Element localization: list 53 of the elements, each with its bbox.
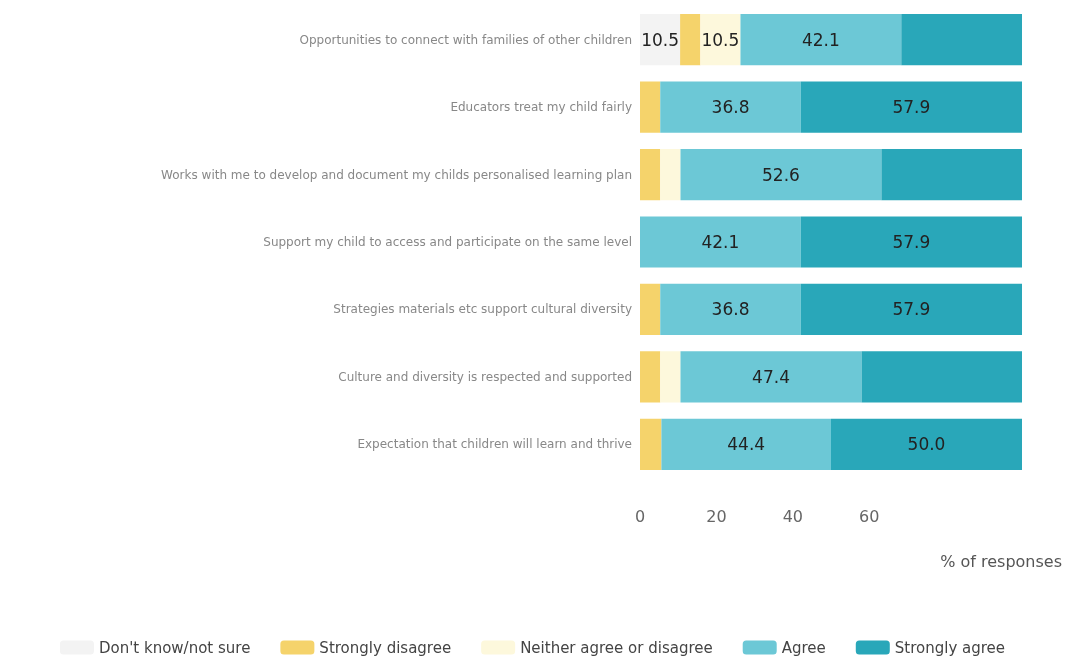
x-tick-label: 0: [634, 506, 646, 526]
bar: [640, 81, 661, 133]
y-tick-label: Strategies materials etc support cultural diversity: [333, 302, 632, 317]
bar: [680, 14, 701, 66]
bar: [640, 216, 801, 268]
data-label: 42.1: [801, 29, 840, 50]
data-label: 57.9: [892, 299, 931, 320]
x-axis-title: % of responses: [940, 551, 1062, 571]
data-label: 57.9: [892, 232, 931, 252]
bar: [831, 418, 1022, 470]
legend-label: Agree: [781, 638, 826, 657]
data-label: 44.4: [727, 434, 766, 455]
bar: [660, 148, 681, 201]
bar: [640, 148, 661, 201]
y-tick-label: Opportunities to connect with families of other children: [299, 32, 632, 47]
bar: [680, 148, 882, 201]
y-tick-label: Educators treat my child fairly: [450, 100, 632, 115]
y-tick-label: Support my child to access and participate on the same level: [263, 235, 632, 249]
legend-label: Strongly disagree: [319, 638, 452, 657]
bar: [881, 148, 1022, 201]
data-label: 42.1: [701, 232, 740, 252]
bar: [661, 418, 831, 470]
data-label: 10.5: [701, 29, 740, 50]
y-tick-label: Works with me to develop and document my childs personalised learning plan: [161, 167, 632, 182]
data-label: 52.6: [762, 164, 800, 185]
legend-label: Neither agree or disagree: [520, 638, 713, 657]
data-label: 50.0: [907, 434, 946, 455]
bar: [800, 216, 1022, 268]
x-tick-label: 20: [706, 506, 727, 526]
bar: [800, 283, 1022, 336]
bar: [640, 283, 661, 336]
data-label: 36.8: [711, 97, 750, 118]
bar: [660, 81, 801, 133]
legend-label: Strongly agree: [894, 638, 1006, 657]
bar: [740, 14, 902, 66]
bar: [680, 351, 862, 403]
bar: [861, 351, 1022, 403]
bar: [640, 14, 681, 66]
bar: [901, 14, 1022, 66]
data-label: 47.4: [752, 366, 790, 387]
y-tick-label: Expectation that children will learn and thrive: [357, 437, 632, 452]
bar: [640, 351, 661, 403]
x-tick-label: 40: [782, 506, 803, 526]
x-tick-label: 60: [859, 506, 880, 526]
legend-label: Don't know/not sure: [98, 638, 251, 657]
data-label: 57.9: [892, 97, 931, 118]
bar: [660, 351, 681, 403]
bar: [660, 283, 801, 336]
bar: [800, 81, 1022, 133]
data-label: 10.5: [641, 29, 679, 50]
bar: [640, 418, 662, 470]
data-label: 36.8: [711, 299, 750, 320]
y-tick-label: Culture and diversity is respected and supported: [338, 369, 632, 384]
